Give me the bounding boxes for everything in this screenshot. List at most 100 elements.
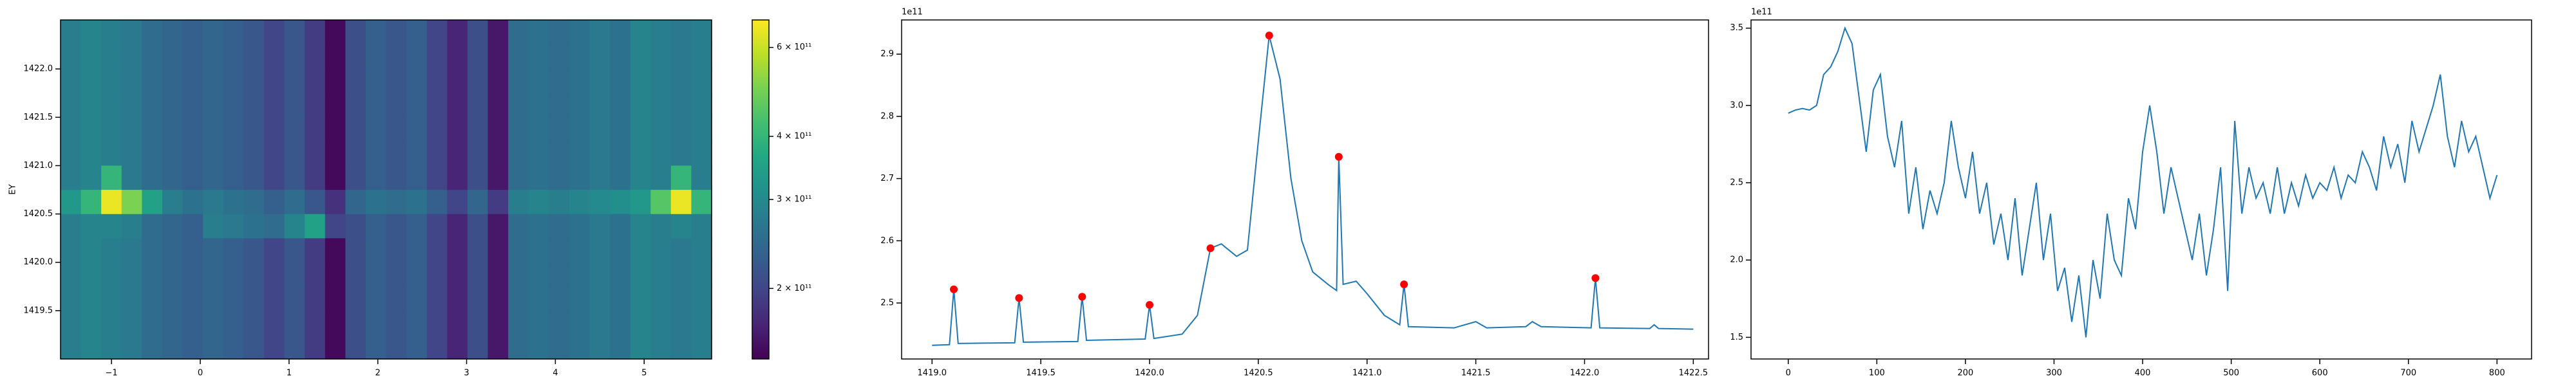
heatmap-cell	[488, 68, 509, 93]
heatmap-cell	[345, 286, 366, 311]
heatmap-cell	[691, 116, 712, 142]
heatmap-cell	[305, 165, 326, 190]
heatmap-cell	[549, 68, 570, 93]
heatmap-cell	[467, 68, 489, 93]
heatmap-cell	[650, 165, 672, 190]
heatmap-cell	[203, 286, 224, 311]
heatmap-cell	[610, 165, 631, 190]
peak-marker	[1206, 244, 1215, 252]
heatmap-cell	[365, 262, 387, 287]
heatmap-cell	[101, 310, 122, 335]
heatmap-cell	[223, 141, 244, 166]
heatmap-cell	[263, 286, 285, 311]
peak-marker	[1078, 293, 1086, 301]
heatmap-cell	[305, 92, 326, 118]
heatmap-cell	[549, 116, 570, 142]
heatmap-cell	[80, 92, 102, 118]
heatmap-cell	[223, 92, 244, 118]
heatmap-cell	[670, 44, 692, 69]
heatmap-cell	[61, 44, 82, 69]
heatmap-cell	[325, 116, 346, 142]
heatmap-cell	[182, 286, 204, 311]
heatmap-cell	[488, 335, 509, 360]
x-tick-label: 1421.5	[1461, 369, 1491, 378]
heatmap-cell	[508, 20, 529, 45]
heatmap-cell	[101, 335, 122, 360]
heatmap-cell	[589, 262, 611, 287]
heatmap-cell	[203, 68, 224, 93]
heatmap-cell	[223, 237, 244, 263]
peak-marker	[1591, 274, 1600, 282]
heatmap-cell	[569, 165, 591, 190]
heatmap-cell	[223, 20, 244, 45]
heatmap-cell	[589, 335, 611, 360]
heatmap-cell	[488, 286, 509, 311]
heatmap-cell	[142, 286, 163, 311]
heatmap-cell	[630, 335, 651, 360]
heatmap-cell	[203, 165, 224, 190]
heatmap-cell	[569, 286, 591, 311]
heatmap-cell	[406, 262, 428, 287]
heatmap-cell	[447, 92, 468, 118]
heatmap-cell	[386, 92, 407, 118]
heatmap-cell	[182, 44, 204, 69]
heatmap-cell	[508, 165, 529, 190]
heatmap-cell	[670, 141, 692, 166]
heatmap-cell	[549, 141, 570, 166]
heatmap-cell	[426, 44, 448, 69]
heatmap-cell	[365, 189, 387, 214]
y-tick-label: 1419.5	[24, 306, 53, 315]
heatmap-cell	[447, 20, 468, 45]
heatmap-cell	[670, 214, 692, 239]
heatmap-cell	[630, 189, 651, 214]
x-tick-label: 0	[198, 369, 203, 378]
heatmap-cell	[528, 214, 549, 239]
heatmap-cell	[182, 237, 204, 263]
heatmap-cell	[61, 141, 82, 166]
heatmap-cell	[203, 44, 224, 69]
heatmap-cell	[182, 310, 204, 335]
heatmap-cell	[61, 116, 82, 142]
heatmap-cell	[426, 310, 448, 335]
heatmap-cell	[121, 116, 142, 142]
heatmap-cell	[549, 20, 570, 45]
heatmap-cell	[80, 20, 102, 45]
heatmap-cell	[650, 92, 672, 118]
heatmap-cell	[447, 262, 468, 287]
heatmap-cell	[365, 335, 387, 360]
heatmap-cell	[610, 214, 631, 239]
heatmap-cell	[386, 44, 407, 69]
heatmap-cell	[447, 141, 468, 166]
heatmap-cell	[488, 141, 509, 166]
heatmap-cell	[121, 262, 142, 287]
y-tick-label: 3.5	[1730, 23, 1743, 33]
heatmap-cell	[365, 286, 387, 311]
heatmap-cell	[305, 286, 326, 311]
heatmap-cell	[162, 116, 184, 142]
heatmap-cell	[305, 189, 326, 214]
heatmap-cell	[406, 44, 428, 69]
heatmap-cell	[569, 214, 591, 239]
heatmap-cell	[508, 44, 529, 69]
heatmap-cell	[406, 116, 428, 142]
heatmap-cell	[508, 68, 529, 93]
heatmap-cell	[589, 92, 611, 118]
heatmap-cell	[305, 141, 326, 166]
heatmap-cell	[243, 141, 265, 166]
heatmap-cell	[263, 262, 285, 287]
heatmap-cell	[305, 214, 326, 239]
heatmap-cell	[223, 335, 244, 360]
x-tick-label: 300	[2046, 369, 2062, 378]
y-tick-label: 1420.5	[24, 209, 53, 219]
heatmap-cell	[61, 286, 82, 311]
heatmap-cell	[650, 237, 672, 263]
heatmap-cell	[467, 262, 489, 287]
heatmap-cell	[670, 310, 692, 335]
peak-marker	[1334, 152, 1343, 161]
heatmap-cell	[61, 68, 82, 93]
heatmap-cell	[386, 214, 407, 239]
heatmap-cell	[386, 286, 407, 311]
heatmap-cell	[243, 237, 265, 263]
heatmap-cell	[589, 20, 611, 45]
heatmap-cell	[569, 68, 591, 93]
